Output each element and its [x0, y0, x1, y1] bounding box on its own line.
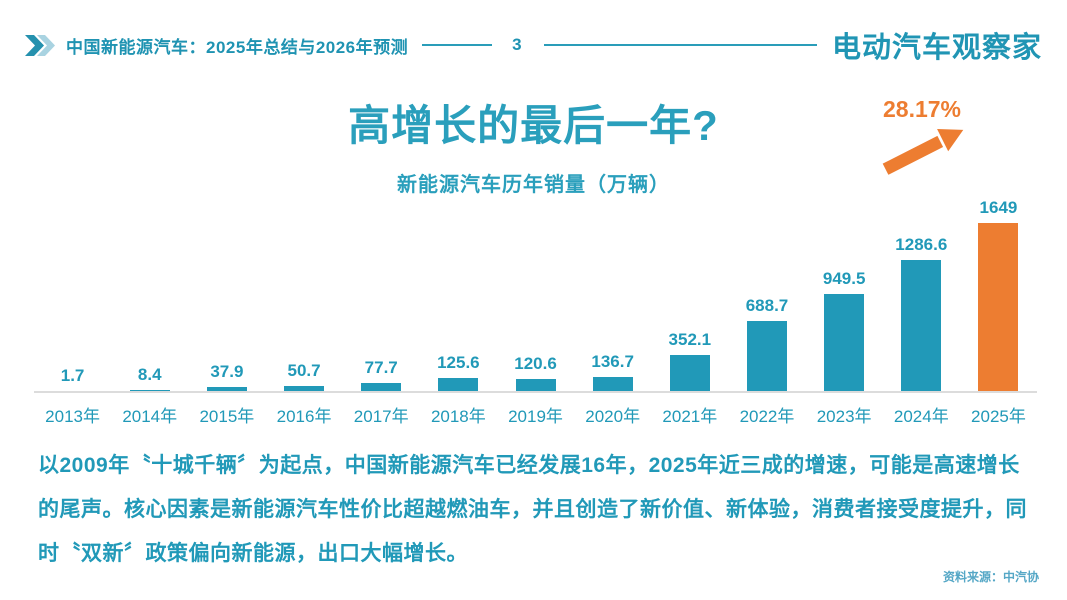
bar	[746, 321, 787, 391]
header-divider-right	[543, 44, 817, 46]
chart-column: 125.6	[420, 196, 497, 391]
bar-value-label: 1649	[979, 198, 1018, 217]
x-axis-label: 2021年	[662, 407, 718, 426]
brand-logo: 电动汽车观察家	[831, 32, 1042, 64]
bar-chart: 1.7 8.4 37.9 50.7 77.7 125.6 120.6 136.7 352.1 68…	[34, 196, 1037, 427]
chart-column: 352.1	[651, 196, 728, 391]
bar	[129, 390, 170, 391]
bar-value-label: 1.7	[60, 366, 85, 385]
x-axis-label: 2020年	[585, 407, 641, 426]
chart-column: 1.7	[34, 196, 111, 391]
bar	[438, 378, 479, 391]
bar-value-label: 37.9	[210, 362, 244, 381]
bar-value-label: 120.6	[514, 354, 557, 373]
x-axis-label: 2024年	[893, 407, 949, 426]
chart-column: 688.7	[728, 196, 805, 391]
chart-column: 136.7	[574, 196, 651, 391]
chart-column: 77.7	[343, 196, 420, 391]
bar-value-label: 8.4	[137, 365, 162, 384]
title-block: 高增长的最后一年? 新能源汽车历年销量（万辆）	[0, 92, 1067, 197]
header-title: 中国新能源汽车：2025年总结与2026年预测	[66, 37, 409, 57]
chart-column: 949.5	[806, 196, 883, 391]
commentary-text: 以2009年〝十城千辆〞为起点，中国新能源汽车已经发展16年，2025年近三成的…	[38, 454, 1027, 565]
source-note: 资料来源：中汽协	[942, 570, 1039, 584]
chart-column: 120.6	[497, 196, 574, 391]
x-axis-label: 2017年	[353, 407, 409, 426]
x-axis-label: 2019年	[508, 407, 563, 426]
x-axis-label: 2023年	[816, 407, 872, 426]
bar-value-label: 136.7	[591, 352, 634, 371]
double-chevron-icon	[25, 34, 57, 56]
bar	[978, 223, 1019, 391]
bar-value-label: 125.6	[437, 353, 480, 372]
bar	[901, 260, 942, 391]
bar	[284, 386, 325, 391]
bar-value-label: 77.7	[364, 358, 398, 377]
page-number: 3	[512, 35, 522, 54]
bar	[515, 379, 556, 391]
bar	[669, 355, 710, 391]
bar	[824, 294, 865, 391]
chart-column: 1286.6	[883, 196, 960, 391]
growth-percentage: 28.17%	[882, 96, 961, 122]
up-right-arrow-icon	[882, 129, 964, 175]
bar-value-label: 949.5	[822, 269, 866, 288]
bar	[361, 383, 402, 391]
slide-title: 高增长的最后一年?	[348, 102, 719, 149]
header-divider-left	[422, 44, 493, 46]
chart-x-axis: 2013年 2014年 2015年 2016年 2017年 2018年 2019年 2020年…	[34, 402, 1037, 427]
x-axis-label: 2025年	[971, 407, 1026, 426]
chart-column: 1649	[960, 196, 1037, 391]
x-axis-label: 2014年	[122, 407, 178, 426]
bar	[592, 377, 633, 391]
bar-value-label: 1286.6	[895, 235, 948, 254]
chart-plot-area: 1.7 8.4 37.9 50.7 77.7 125.6 120.6 136.7 352.1 68…	[34, 196, 1037, 393]
bar-value-label: 50.7	[287, 361, 321, 380]
bar-value-label: 352.1	[668, 330, 712, 349]
x-axis-label: 2016年	[276, 407, 332, 426]
bar-value-label: 688.7	[745, 296, 789, 315]
growth-annotation: 28.17%	[874, 96, 970, 175]
bar	[206, 387, 247, 391]
x-axis-label: 2018年	[430, 407, 486, 426]
chart-column: 37.9	[188, 196, 265, 391]
chart-column: 8.4	[111, 196, 188, 391]
slide-header: 中国新能源汽车：2025年总结与2026年预测 3 电动汽车观察家	[25, 26, 1042, 64]
x-axis-label: 2022年	[739, 407, 795, 426]
x-axis-label: 2015年	[199, 407, 255, 426]
x-axis-label: 2013年	[45, 407, 100, 426]
chart-column: 50.7	[265, 196, 342, 391]
chart-title: 新能源汽车历年销量（万辆）	[397, 174, 670, 196]
